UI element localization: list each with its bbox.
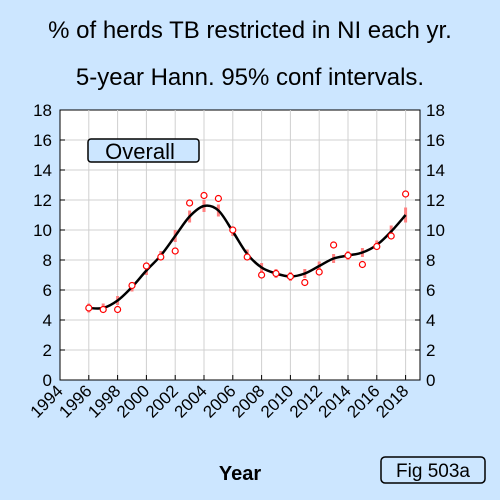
y-tick-label-right: 4 bbox=[426, 311, 435, 330]
y-tick-label-right: 0 bbox=[426, 371, 435, 390]
observed-point bbox=[243, 253, 251, 261]
observed-point bbox=[387, 232, 395, 240]
y-tick-label-right: 16 bbox=[426, 131, 445, 150]
observed-point bbox=[373, 242, 381, 251]
y-tick-label: 10 bbox=[33, 221, 52, 240]
observed-point bbox=[272, 269, 280, 278]
y-tick-label-right: 14 bbox=[426, 161, 445, 180]
observed-point bbox=[99, 305, 107, 314]
fig-label-box: Fig 503a bbox=[380, 456, 486, 484]
observed-point bbox=[358, 260, 366, 269]
observed-point bbox=[157, 253, 165, 261]
x-axis-label: Year bbox=[219, 463, 261, 485]
observed-points bbox=[85, 190, 410, 314]
fig-label: Fig 503a bbox=[396, 461, 470, 482]
legend-label: Overall bbox=[105, 139, 175, 164]
y-tick-label-right: 12 bbox=[426, 191, 445, 210]
y-tick-label-right: 18 bbox=[426, 101, 445, 120]
chart-title: % of herds TB restricted in NI each yr. bbox=[48, 17, 452, 44]
observed-point bbox=[171, 247, 179, 255]
legend-box: Overall bbox=[87, 138, 200, 164]
y-tick-label: 12 bbox=[33, 191, 52, 210]
y-tick-label: 8 bbox=[43, 251, 52, 270]
observed-point bbox=[128, 281, 136, 290]
y-tick-label: 2 bbox=[43, 341, 52, 360]
y-tick-label-right: 8 bbox=[426, 251, 435, 270]
observed-point bbox=[301, 278, 309, 287]
observed-point bbox=[229, 226, 237, 234]
observed-point bbox=[186, 199, 194, 207]
y-tick-label-right: 6 bbox=[426, 281, 435, 300]
observed-point bbox=[258, 271, 266, 279]
y-tick-label: 16 bbox=[33, 131, 52, 150]
observed-point bbox=[402, 190, 410, 198]
observed-point bbox=[315, 268, 323, 276]
y-tick-label: 6 bbox=[43, 281, 52, 300]
observed-point bbox=[286, 272, 294, 281]
y-tick-label: 18 bbox=[33, 101, 52, 120]
observed-point bbox=[344, 251, 352, 260]
observed-point bbox=[330, 241, 338, 249]
y-tick-label: 4 bbox=[43, 311, 52, 330]
observed-point bbox=[200, 191, 208, 200]
chart-subtitle: 5-year Hann. 95% conf intervals. bbox=[76, 64, 424, 91]
observed-point bbox=[214, 194, 222, 203]
x-tick-label: 2018 bbox=[372, 381, 412, 421]
observed-point bbox=[85, 304, 93, 312]
y-tick-label-right: 10 bbox=[426, 221, 445, 240]
observed-point bbox=[113, 305, 122, 314]
observed-point bbox=[142, 262, 150, 270]
y-tick-label: 14 bbox=[33, 161, 52, 180]
y-tick-label-right: 2 bbox=[426, 341, 435, 360]
y-tick-label: 0 bbox=[43, 371, 52, 390]
